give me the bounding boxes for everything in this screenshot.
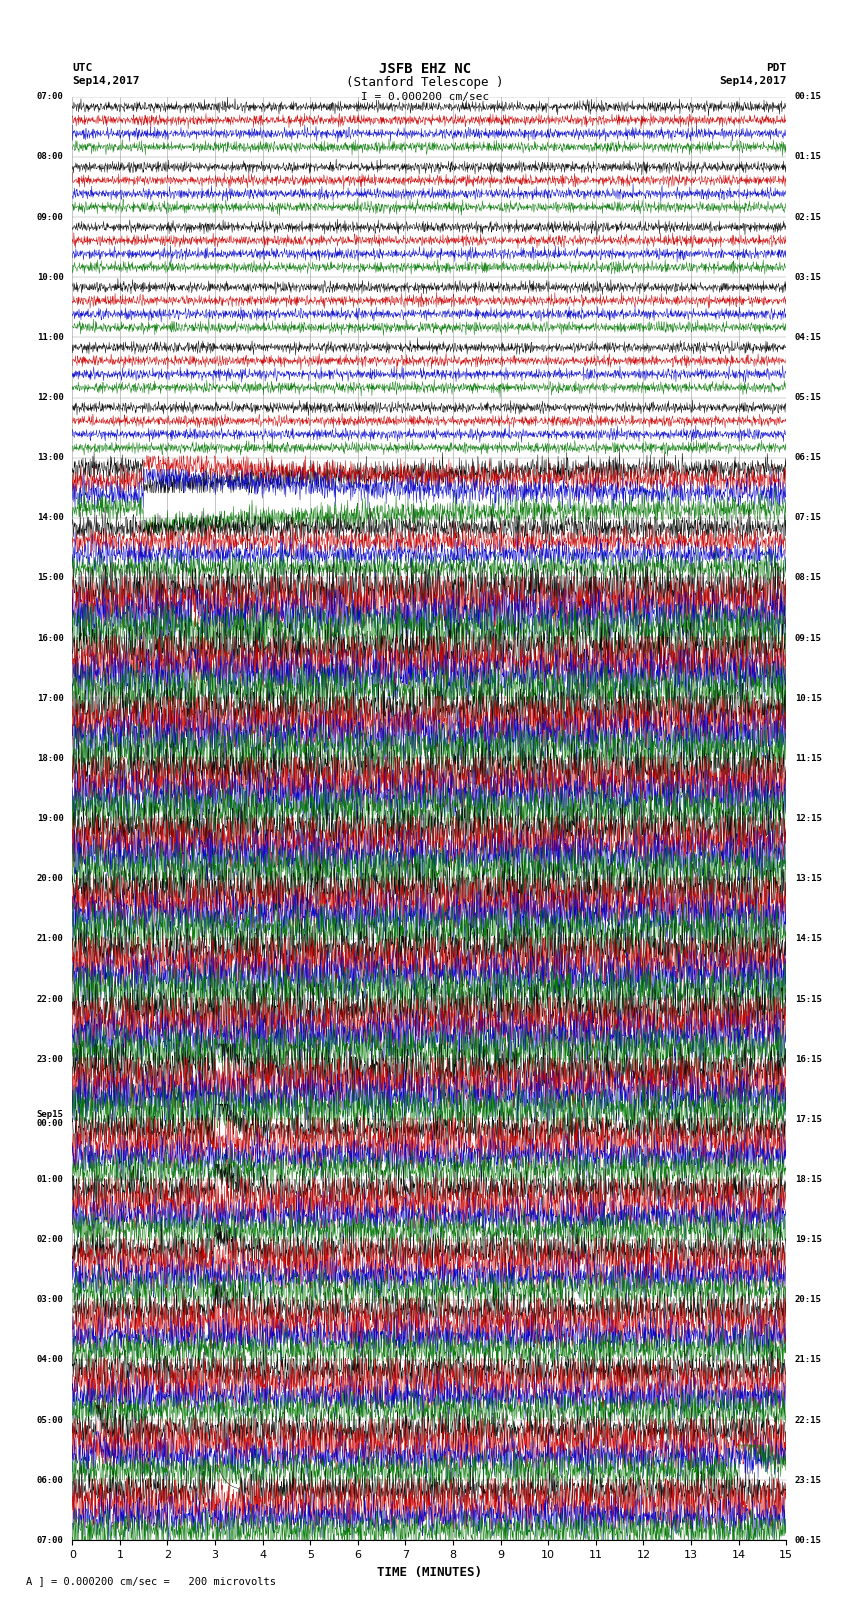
Text: 11:15: 11:15 — [795, 753, 822, 763]
Text: 05:00: 05:00 — [37, 1416, 64, 1424]
Text: PDT: PDT — [766, 63, 786, 73]
Text: 19:15: 19:15 — [795, 1236, 822, 1244]
Text: 12:15: 12:15 — [795, 815, 822, 823]
Text: 05:15: 05:15 — [795, 394, 822, 402]
Text: 23:00: 23:00 — [37, 1055, 64, 1063]
Text: JSFB EHZ NC: JSFB EHZ NC — [379, 63, 471, 76]
Text: 10:00: 10:00 — [37, 273, 64, 282]
Text: 01:00: 01:00 — [37, 1174, 64, 1184]
Text: 09:00: 09:00 — [37, 213, 64, 221]
Text: 00:15: 00:15 — [795, 1536, 822, 1545]
Text: 03:00: 03:00 — [37, 1295, 64, 1305]
Text: 16:15: 16:15 — [795, 1055, 822, 1063]
Text: 17:15: 17:15 — [795, 1115, 822, 1124]
Text: 06:15: 06:15 — [795, 453, 822, 463]
Text: 11:00: 11:00 — [37, 332, 64, 342]
Text: 13:15: 13:15 — [795, 874, 822, 884]
X-axis label: TIME (MINUTES): TIME (MINUTES) — [377, 1566, 482, 1579]
Text: Sep15: Sep15 — [37, 1110, 64, 1119]
Text: 04:15: 04:15 — [795, 332, 822, 342]
Text: 20:15: 20:15 — [795, 1295, 822, 1305]
Text: 07:00: 07:00 — [37, 1536, 64, 1545]
Text: 08:00: 08:00 — [37, 153, 64, 161]
Text: 03:15: 03:15 — [795, 273, 822, 282]
Text: Sep14,2017: Sep14,2017 — [72, 76, 139, 85]
Text: 16:00: 16:00 — [37, 634, 64, 642]
Text: 22:15: 22:15 — [795, 1416, 822, 1424]
Text: 02:15: 02:15 — [795, 213, 822, 221]
Text: 12:00: 12:00 — [37, 394, 64, 402]
Text: 13:00: 13:00 — [37, 453, 64, 463]
Text: 02:00: 02:00 — [37, 1236, 64, 1244]
Text: 01:15: 01:15 — [795, 153, 822, 161]
Text: 18:00: 18:00 — [37, 753, 64, 763]
Text: 22:00: 22:00 — [37, 995, 64, 1003]
Text: 00:00: 00:00 — [37, 1119, 64, 1129]
Text: 00:15: 00:15 — [795, 92, 822, 102]
Text: 09:15: 09:15 — [795, 634, 822, 642]
Text: 08:15: 08:15 — [795, 574, 822, 582]
Text: 07:00: 07:00 — [37, 92, 64, 102]
Text: 04:00: 04:00 — [37, 1355, 64, 1365]
Text: 14:00: 14:00 — [37, 513, 64, 523]
Text: 15:00: 15:00 — [37, 574, 64, 582]
Text: 06:00: 06:00 — [37, 1476, 64, 1484]
Text: 18:15: 18:15 — [795, 1174, 822, 1184]
Text: 07:15: 07:15 — [795, 513, 822, 523]
Text: I = 0.000200 cm/sec: I = 0.000200 cm/sec — [361, 92, 489, 102]
Text: 19:00: 19:00 — [37, 815, 64, 823]
Text: 23:15: 23:15 — [795, 1476, 822, 1484]
Text: 21:00: 21:00 — [37, 934, 64, 944]
Text: A ] = 0.000200 cm/sec =   200 microvolts: A ] = 0.000200 cm/sec = 200 microvolts — [26, 1576, 275, 1586]
Text: (Stanford Telescope ): (Stanford Telescope ) — [346, 76, 504, 89]
Text: 20:00: 20:00 — [37, 874, 64, 884]
Text: 14:15: 14:15 — [795, 934, 822, 944]
Text: 15:15: 15:15 — [795, 995, 822, 1003]
Text: 17:00: 17:00 — [37, 694, 64, 703]
Text: Sep14,2017: Sep14,2017 — [719, 76, 786, 85]
Text: 10:15: 10:15 — [795, 694, 822, 703]
Text: 21:15: 21:15 — [795, 1355, 822, 1365]
Text: UTC: UTC — [72, 63, 93, 73]
